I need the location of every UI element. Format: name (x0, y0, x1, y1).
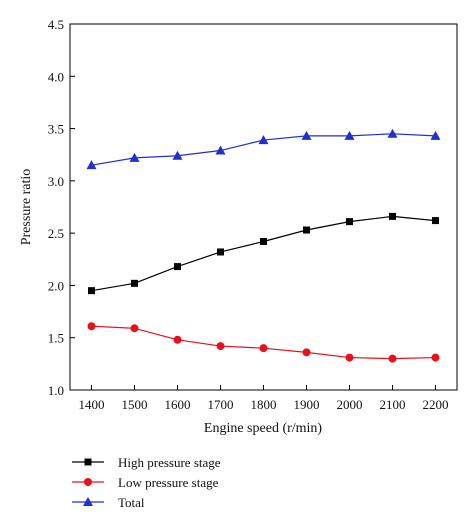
data-point (217, 248, 224, 256)
x-tick-label: 1400 (79, 397, 105, 412)
series-layer (86, 128, 441, 363)
data-point (301, 130, 312, 140)
y-tick-labels: 1.0 1.5 2.0 2.5 3.0 3.5 4.0 4.5 (48, 17, 64, 398)
x-tick-label: 1800 (251, 397, 277, 412)
legend-item: Low pressure stage (72, 475, 219, 490)
y-tick-label: 1.5 (48, 331, 64, 346)
x-tick-label: 1700 (208, 397, 234, 412)
plot-frame (69, 23, 458, 391)
data-point (302, 348, 311, 357)
y-tick-label: 4.0 (48, 69, 64, 84)
x-tick-label: 2200 (423, 397, 449, 412)
series-line (91, 325, 436, 360)
x-axis-label: Engine speed (r/min) (204, 421, 323, 436)
data-point (259, 344, 268, 353)
data-point (346, 218, 353, 226)
data-point (432, 217, 439, 225)
data-point (431, 353, 440, 362)
data-point (172, 150, 183, 160)
legend-label: High pressure stage (118, 455, 221, 470)
data-point (303, 226, 310, 234)
legend-item: High pressure stage (72, 455, 221, 470)
y-tick-label: 3.5 (48, 122, 64, 137)
data-point (430, 130, 441, 140)
series-square (88, 212, 439, 295)
series-triangle (86, 128, 441, 170)
y-tick-label: 3.0 (48, 174, 64, 189)
y-tick-label: 2.5 (48, 226, 64, 241)
x-tick-label: 1900 (294, 397, 320, 412)
legend-label: Low pressure stage (118, 475, 219, 490)
series-line (91, 215, 436, 292)
data-point (88, 287, 95, 295)
data-point (86, 160, 97, 170)
legend-label: Total (118, 495, 145, 510)
data-point (216, 342, 225, 351)
legend-marker (83, 497, 93, 506)
data-point (389, 212, 396, 220)
data-point (345, 353, 354, 362)
x-tick-label: 2100 (380, 397, 406, 412)
legend: High pressure stage Low pressure stage Tot… (72, 455, 221, 510)
data-point (215, 145, 226, 155)
data-point (129, 152, 140, 162)
data-point (173, 335, 182, 344)
series-circle (87, 322, 440, 363)
data-point (344, 130, 355, 140)
x-tick-label: 1500 (122, 397, 148, 412)
axis-ticks (70, 75, 436, 390)
data-point (260, 238, 267, 246)
legend-item: Total (72, 495, 145, 510)
data-point (174, 263, 181, 271)
x-tick-label: 1600 (165, 397, 191, 412)
data-point (87, 322, 96, 331)
y-tick-label: 2.0 (48, 278, 64, 293)
x-tick-label: 2000 (337, 397, 363, 412)
legend-marker (84, 478, 92, 486)
legend-marker (84, 458, 92, 466)
y-axis-label: Pressure ratio (19, 169, 34, 246)
x-tick-labels: 1400 1500 1600 1700 1800 1900 2000 2100 2200 (79, 397, 449, 412)
data-point (131, 279, 138, 287)
data-point (130, 324, 139, 333)
data-point (388, 354, 397, 363)
data-point (387, 128, 398, 138)
y-tick-label: 4.5 (48, 17, 64, 32)
y-tick-label: 1.0 (48, 383, 64, 398)
data-point (258, 135, 269, 145)
